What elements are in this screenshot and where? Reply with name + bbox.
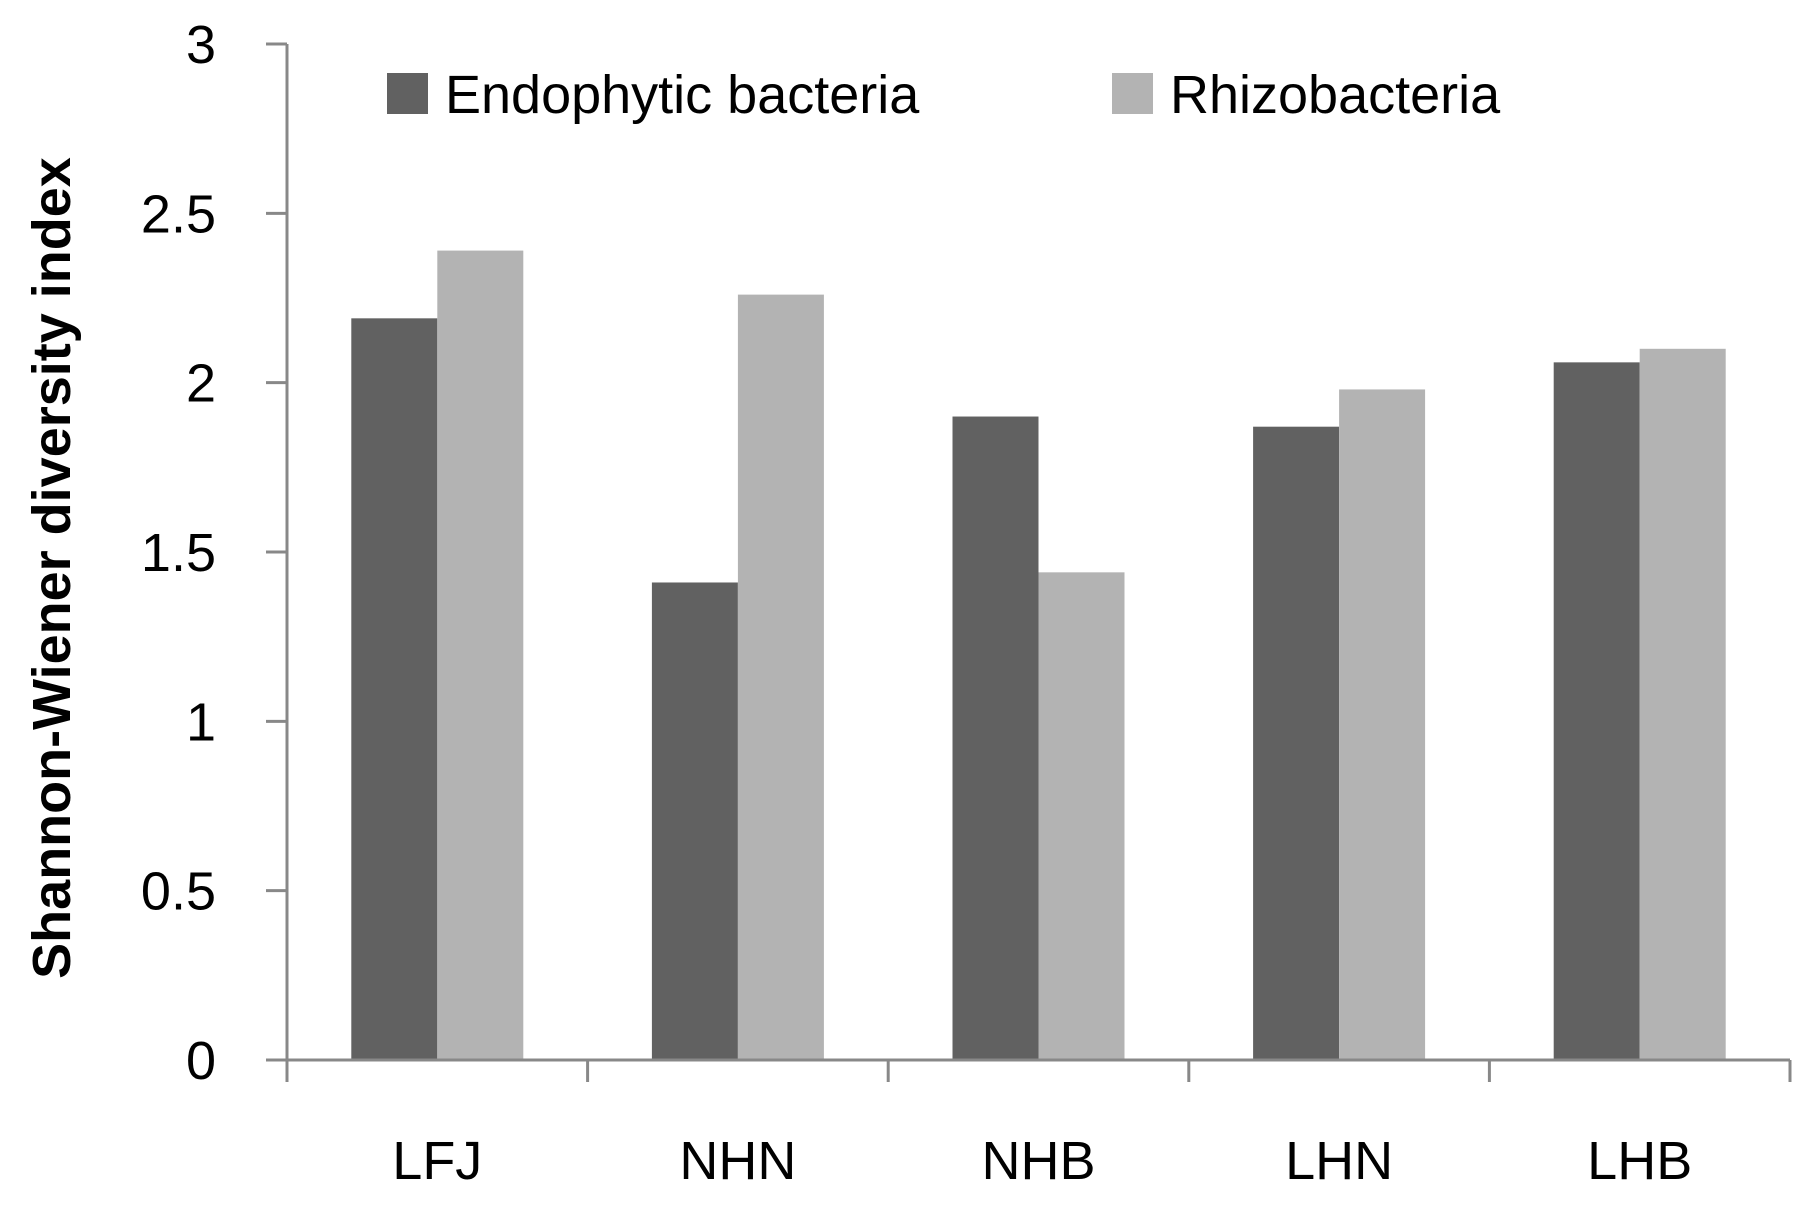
legend-swatch-rhizobacteria (1112, 73, 1153, 114)
y-tick-label: 1.5 (141, 523, 216, 583)
x-ticks: LFJ NHN NHB LHN LHB (285, 1060, 1792, 1191)
bar-rhizobacteria-lhb (1639, 348, 1726, 1060)
bar-rhizobacteria-nhb (1038, 572, 1125, 1060)
y-tick-label: 0.5 (141, 862, 216, 922)
x-tick-label: LHB (1587, 1131, 1692, 1191)
bar-rhizobacteria-lfj (437, 250, 524, 1060)
legend-label-rhizobacteria: Rhizobacteria (1170, 65, 1501, 125)
bar-rhizobacteria-nhn (737, 294, 824, 1060)
bar-endophytic-bacteria-nhn (651, 582, 738, 1060)
y-tick-label: 2 (186, 354, 216, 414)
x-tick-label: NHB (981, 1131, 1095, 1191)
legend: Endophytic bacteria Rhizobacteria (387, 65, 1501, 125)
x-tick-label: LFJ (392, 1131, 482, 1191)
x-tick-label: NHN (679, 1131, 796, 1191)
y-ticks: 0 0.5 1 1.5 2 2.5 3 (141, 15, 287, 1091)
bar-rhizobacteria-lhn (1339, 389, 1426, 1060)
x-tick-label: LHN (1285, 1131, 1393, 1191)
y-tick-label: 3 (186, 15, 216, 75)
y-axis-title: Shannon-Wiener diversity index (22, 157, 82, 979)
bar-endophytic-bacteria-lhn (1253, 426, 1340, 1060)
legend-swatch-endophytic-bacteria (387, 73, 428, 114)
bars-layer (351, 250, 1726, 1060)
y-tick-label: 1 (186, 692, 216, 752)
legend-label-endophytic-bacteria: Endophytic bacteria (445, 65, 920, 125)
bar-endophytic-bacteria-nhb (952, 416, 1039, 1060)
bar-endophytic-bacteria-lhb (1553, 362, 1640, 1060)
y-tick-label: 2.5 (141, 184, 216, 244)
y-tick-label: 0 (186, 1031, 216, 1091)
bar-endophytic-bacteria-lfj (351, 318, 438, 1060)
